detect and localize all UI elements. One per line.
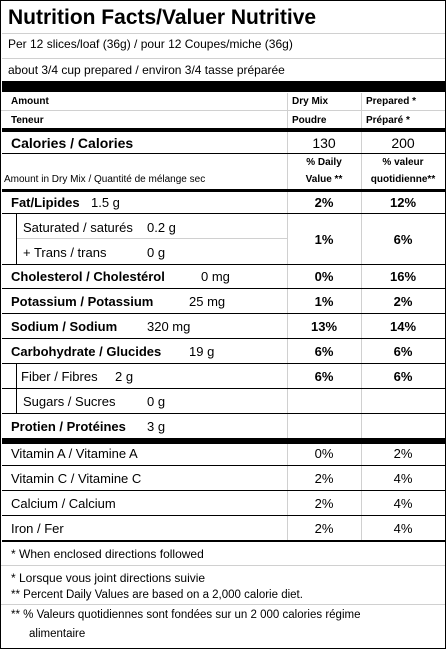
- vitamin-c-prepared: 4%: [393, 471, 413, 486]
- grid-line: [287, 93, 288, 540]
- dv-header-en-1: % Daily: [306, 157, 342, 168]
- vitamin-a-label: Vitamin A / Vitamine A: [11, 446, 138, 461]
- grid-line: [2, 58, 445, 59]
- iron-prepared: 4%: [393, 521, 413, 536]
- header-prepared: Prepared *: [366, 96, 417, 107]
- footnote-en: * When enclosed directions followed: [11, 547, 204, 561]
- fat-prepared: 12%: [389, 195, 417, 210]
- protein-amount: 3 g: [147, 419, 166, 434]
- potassium-dry: 1%: [314, 294, 334, 309]
- divider: [2, 490, 445, 491]
- saturated-label: Saturated / saturés: [23, 220, 133, 235]
- footnote-dv-fr-cont: alimentaire: [29, 628, 86, 640]
- carbohydrate-amount: 19 g: [189, 344, 215, 359]
- calcium-dry: 2%: [314, 496, 334, 511]
- trans-amount: 0 g: [147, 245, 166, 260]
- divider: [2, 388, 445, 389]
- header-prepare: Préparé *: [366, 115, 410, 126]
- trans-prepared: 6%: [393, 232, 413, 247]
- calories-prepared: 200: [391, 135, 415, 151]
- grid-line: [17, 238, 287, 239]
- header-poudre: Poudre: [292, 115, 327, 126]
- fat-amount: 1.5 g: [91, 195, 120, 210]
- trans-label: + Trans / trans: [23, 245, 107, 260]
- header-amount: Amount: [11, 96, 49, 107]
- header-teneur: Teneur: [11, 115, 44, 126]
- grid-line: [361, 93, 362, 540]
- protein-label: Protien / Protéines: [11, 419, 126, 434]
- calcium-label: Calcium / Calcium: [11, 496, 116, 511]
- vitamin-c-dry: 2%: [314, 471, 334, 486]
- divider: [2, 153, 445, 154]
- divider: [2, 288, 445, 289]
- dv-header-fr-1: % valeur: [382, 157, 424, 168]
- sugars-label: Sugars / Sucres: [23, 394, 116, 409]
- cholesterol-amount: 0 mg: [201, 269, 230, 284]
- carbohydrate-dry: 6%: [314, 344, 334, 359]
- indent-border: [16, 389, 17, 413]
- indent-border: [16, 214, 17, 264]
- divider: [2, 363, 445, 364]
- sodium-prepared: 14%: [389, 319, 417, 334]
- divider: [2, 338, 445, 339]
- divider: [2, 189, 445, 192]
- fiber-label: Fiber / Fibres: [21, 369, 98, 384]
- grid-line: [1, 110, 445, 111]
- divider: [2, 313, 445, 314]
- carbohydrate-label: Carbohydrate / Glucides: [11, 344, 162, 359]
- thick-divider: [2, 81, 445, 92]
- grid-line: [2, 33, 445, 34]
- footnote-fr: * Lorsque vous joint directions suivie: [11, 571, 206, 585]
- calcium-prepared: 4%: [393, 496, 413, 511]
- serving-size: Per 12 slices/loaf (36g) / pour 12 Coupe…: [8, 37, 293, 51]
- saturated-amount: 0.2 g: [147, 220, 176, 235]
- vitamin-a-prepared: 2%: [393, 446, 413, 461]
- cholesterol-label: Cholesterol / Cholestérol: [11, 269, 165, 284]
- sodium-label: Sodium / Sodium: [11, 319, 118, 334]
- dv-header-fr-2: quotidienne**: [370, 174, 436, 185]
- potassium-label: Potassium / Potassium: [11, 294, 154, 309]
- divider: [2, 264, 445, 265]
- divider: [2, 413, 445, 414]
- indent-border: [16, 364, 17, 388]
- fiber-amount: 2 g: [115, 369, 134, 384]
- divider: [2, 540, 445, 542]
- trans-dry: 1%: [314, 232, 334, 247]
- fat-label: Fat/Lipides: [11, 195, 80, 210]
- footnote-dv-fr: ** % Valeurs quotidiennes sont fondées s…: [11, 609, 361, 621]
- calories-label: Calories / Calories: [11, 135, 134, 151]
- amount-note: Amount in Dry Mix / Quantité de mélange …: [4, 174, 206, 185]
- iron-label: Iron / Fer: [11, 521, 64, 536]
- divider: [2, 465, 445, 466]
- fat-dry: 2%: [314, 195, 334, 210]
- vitamin-a-dry: 0%: [314, 446, 334, 461]
- divider: [2, 128, 445, 132]
- prepared-note: about 3/4 cup prepared / environ 3/4 tas…: [8, 63, 285, 77]
- footnote-dv-en: ** Percent Daily Values are based on a 2…: [11, 589, 303, 601]
- dv-header-en-2: Value **: [305, 174, 343, 185]
- thick-divider: [2, 438, 445, 444]
- sodium-dry: 13%: [310, 319, 338, 334]
- iron-dry: 2%: [314, 521, 334, 536]
- divider: [2, 515, 445, 516]
- header-dry-mix: Dry Mix: [292, 96, 329, 107]
- calories-dry: 130: [312, 135, 336, 151]
- potassium-amount: 25 mg: [189, 294, 226, 309]
- potassium-prepared: 2%: [393, 294, 413, 309]
- fiber-prepared: 6%: [393, 369, 413, 384]
- label-title: Nutrition Facts/Valuer Nutritive: [8, 6, 317, 29]
- cholesterol-dry: 0%: [314, 269, 334, 284]
- carbohydrate-prepared: 6%: [393, 344, 413, 359]
- sugars-amount: 0 g: [147, 394, 166, 409]
- fiber-dry: 6%: [314, 369, 334, 384]
- sodium-amount: 320 mg: [147, 319, 191, 334]
- grid-line: [1, 604, 445, 605]
- cholesterol-prepared: 16%: [389, 269, 417, 284]
- vitamin-c-label: Vitamin C / Vitamine C: [11, 471, 142, 486]
- divider: [2, 213, 445, 214]
- grid-line: [1, 565, 445, 566]
